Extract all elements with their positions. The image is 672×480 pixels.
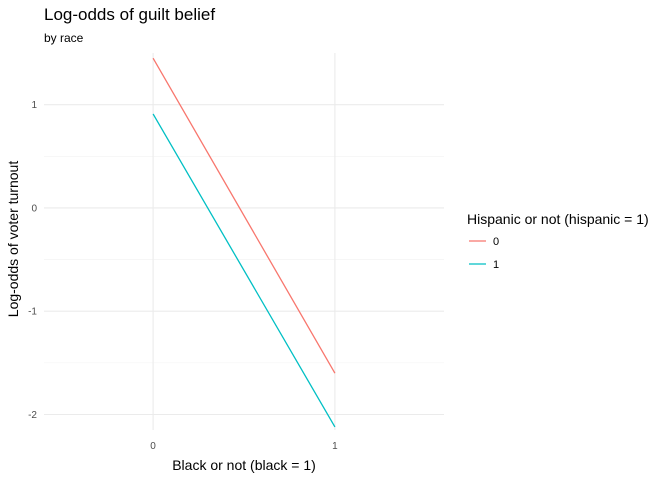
series-line-0: [152, 57, 336, 374]
legend-label: 1: [493, 259, 499, 271]
grid-layer: [44, 53, 444, 430]
chart-subtitle: by race: [44, 31, 84, 45]
line-layer: [152, 57, 336, 428]
legend-label: 0: [493, 236, 499, 248]
series-line-1: [152, 113, 336, 428]
x-tick-label: 0: [150, 441, 156, 452]
x-axis-title: Black or not (black = 1): [172, 457, 316, 473]
y-axis-title: Log-odds of voter turnout: [5, 161, 21, 318]
y-tick-label: -1: [28, 307, 37, 318]
y-tick-label: -2: [28, 410, 37, 421]
chart-title: Log-odds of guilt belief: [44, 5, 216, 24]
x-tick-label: 1: [332, 441, 338, 452]
tick-layer: 1 0 -1 -2 0 1: [28, 100, 338, 452]
legend-items: 01: [469, 236, 499, 271]
legend: Hispanic or not (hispanic = 1) 01: [467, 211, 649, 271]
legend-title: Hispanic or not (hispanic = 1): [467, 211, 649, 227]
y-tick-label: 1: [31, 100, 37, 111]
y-tick-label: 0: [31, 203, 37, 214]
